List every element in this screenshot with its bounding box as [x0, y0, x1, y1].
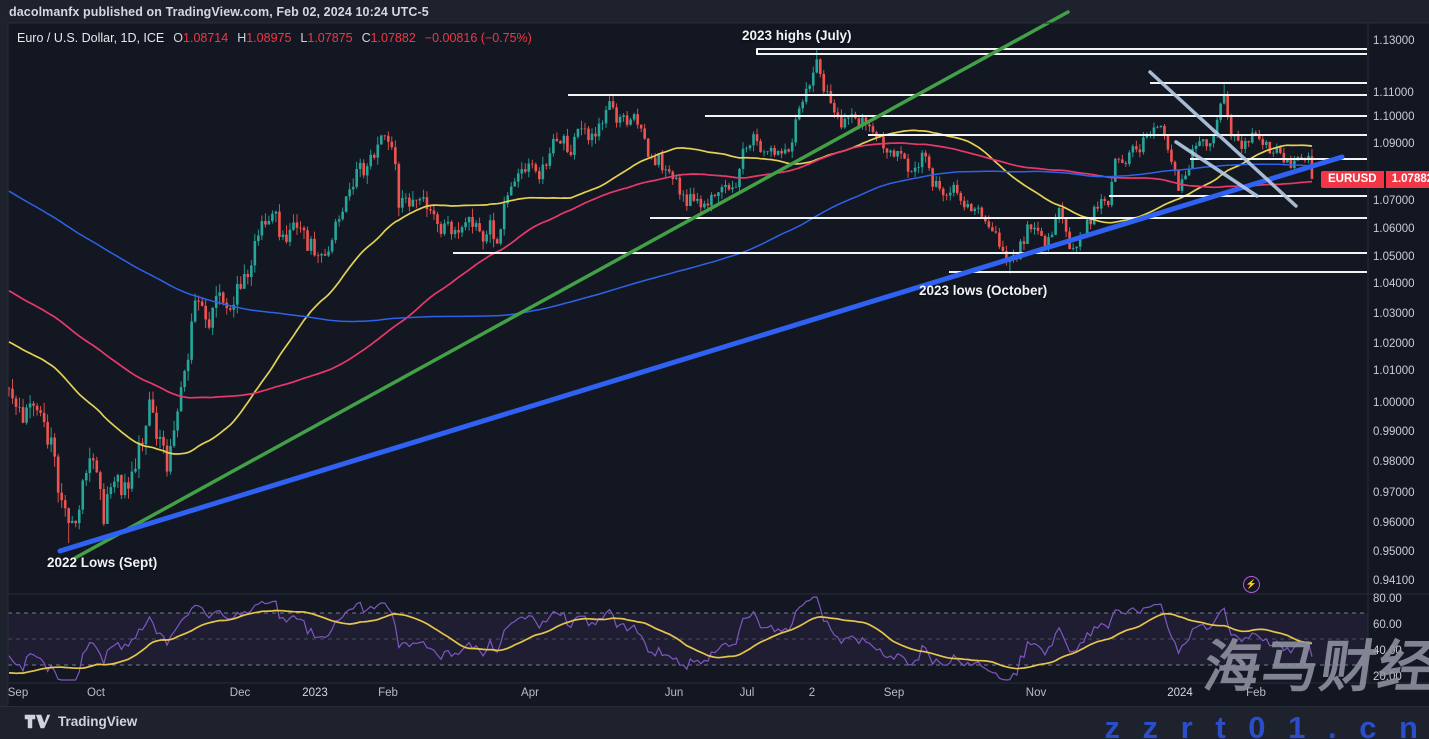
time-tick-label: Feb — [1246, 687, 1266, 699]
time-tick-label: Jul — [739, 687, 755, 699]
symbol-title[interactable]: Euro / U.S. Dollar, 1D, ICE — [17, 31, 165, 45]
time-tick-label: Jun — [664, 687, 684, 699]
price-tick-label: 1.10000 — [1373, 111, 1415, 123]
time-tick-label: 2024 — [1167, 687, 1193, 699]
rsi-tick-label: 60.00 — [1373, 619, 1402, 631]
time-tick-label: Nov — [1025, 687, 1047, 699]
tradingview-brand[interactable]: TradingView — [24, 714, 137, 729]
time-tick-label: Sep — [883, 687, 905, 699]
price-tick-label: 0.97000 — [1373, 487, 1415, 499]
time-tick-label: Feb — [378, 687, 398, 699]
annotation-2022-lows: 2022 Lows (Sept) — [47, 555, 158, 570]
time-tick-label: 2 — [808, 687, 816, 699]
tradingview-logo — [24, 714, 51, 729]
watermark-url: z z r t 0 1 . c n — [1104, 710, 1425, 739]
price-tick-label: 1.00000 — [1373, 397, 1415, 409]
rsi-tick-label: 20.00 — [1373, 671, 1402, 683]
price-tick-label: 1.05000 — [1373, 251, 1415, 263]
price-tick-label: 1.11000 — [1373, 87, 1414, 99]
time-tick-label: Apr — [521, 687, 539, 699]
badge-symbol: EURUSD — [1321, 171, 1384, 188]
price-tick-label: 0.94100 — [1373, 575, 1415, 587]
price-tick-label: 1.09000 — [1373, 138, 1415, 150]
lightning-icon: ⚡ — [1245, 579, 1258, 589]
price-tick-label: 1.04000 — [1373, 278, 1415, 290]
time-tick-label: Dec — [229, 687, 251, 699]
price-tick-label: 0.98000 — [1373, 456, 1415, 468]
ohlc-token: L1.07875 — [300, 31, 353, 45]
price-tick-label: 1.06000 — [1373, 223, 1415, 235]
watermark-cn-brand: 海马财经 — [1200, 635, 1429, 698]
change-value: −0.00816 (−0.75%) — [424, 31, 532, 45]
price-tick-label: 1.02000 — [1373, 338, 1415, 350]
footer-bar: TradingView — [0, 706, 1429, 739]
price-tick-label: 0.99000 — [1373, 426, 1415, 438]
price-tick-label: 1.07000 — [1373, 195, 1415, 207]
badge-divider — [1383, 171, 1386, 188]
ohlc-values: O1.08714 H1.08975 L1.07875 C1.07882 — [173, 31, 425, 45]
price-tick-label: 0.95000 — [1373, 546, 1415, 558]
rsi-tick-label: 80.00 — [1373, 593, 1402, 605]
rsi-tick-label: 40.00 — [1373, 645, 1402, 657]
price-tick-label: 1.13000 — [1373, 35, 1415, 47]
time-tick-label: Sep — [7, 687, 29, 699]
annotation-2023-highs: 2023 highs (July) — [742, 28, 852, 43]
price-tick-label: 1.01000 — [1373, 365, 1415, 377]
time-tick-label: Oct — [87, 687, 105, 699]
chart-pane-background — [8, 23, 1429, 706]
symbol-legend[interactable]: Euro / U.S. Dollar, 1D, ICE O1.08714 H1.08… — [17, 31, 532, 45]
ohlc-token: C1.07882 — [361, 31, 416, 45]
ohlc-token: O1.08714 — [173, 31, 229, 45]
badge-price: 1.07882 — [1385, 171, 1429, 188]
price-tick-label: 1.03000 — [1373, 308, 1415, 320]
publish-line: dacolmanfx published on TradingView.com,… — [9, 5, 429, 19]
price-tick-label: 0.96000 — [1373, 517, 1415, 529]
last-price-badge: EURUSD 1.07882 — [1321, 171, 1429, 188]
tradingview-label: TradingView — [58, 714, 138, 729]
annotation-2023-lows: 2023 lows (October) — [919, 283, 1048, 298]
flash-reaction-icon[interactable]: ⚡ — [1243, 576, 1260, 593]
time-tick-label: 2023 — [302, 687, 328, 699]
ohlc-token: H1.08975 — [237, 31, 292, 45]
